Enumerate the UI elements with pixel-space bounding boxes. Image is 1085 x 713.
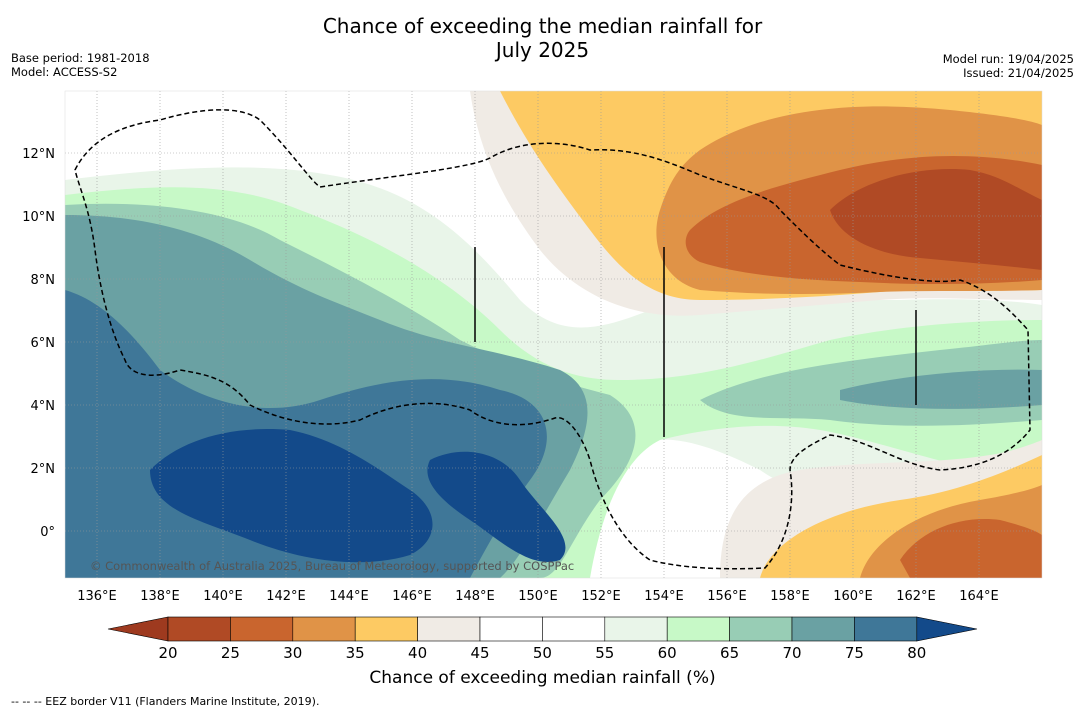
- map-title: Chance of exceeding the median rainfall …: [0, 14, 1085, 62]
- lon-label: 158°E: [770, 589, 810, 604]
- lon-label: 140°E: [203, 589, 243, 604]
- lat-label: 0°: [40, 525, 55, 540]
- colorbar-tick-label: 75: [845, 644, 864, 662]
- colorbar-tick-label: 60: [658, 644, 677, 662]
- region-75-80-east: [840, 369, 1042, 409]
- colorbar-bin: [542, 616, 606, 642]
- colorbar-tick-label: 35: [346, 644, 365, 662]
- title-line-1: Chance of exceeding the median rainfall …: [322, 14, 763, 38]
- lon-label: 164°E: [959, 589, 999, 604]
- lat-label: 12°N: [22, 147, 55, 162]
- colorbar-label: Chance of exceeding median rainfall (%): [369, 668, 716, 688]
- colorbar-tick-label: 70: [782, 644, 801, 662]
- region-80-plus-core: [150, 429, 433, 563]
- run-info: Model run: 19/04/2025 Issued: 21/04/2025: [943, 52, 1074, 80]
- colorbar-tick-label: 25: [221, 644, 240, 662]
- lon-label: 154°E: [644, 589, 684, 604]
- colorbar-ticks: 20 25 30 35 40 45 50 55 60 65 70 75 80: [158, 644, 926, 662]
- island-markers: [474, 247, 917, 437]
- gridlines: [65, 91, 1042, 578]
- longitude-labels: 136°E 138°E 140°E 142°E 144°E 146°E 148°E 150°E…: [77, 589, 999, 604]
- base-period: Base period: 1981-2018: [11, 51, 150, 65]
- colorbar-tick-label: 55: [595, 644, 614, 662]
- colorbar-bin: [354, 616, 418, 642]
- colorbar-bin: [666, 616, 730, 642]
- lon-label: 138°E: [140, 589, 180, 604]
- colorbar-tick-label: 20: [158, 644, 177, 662]
- lat-label: 8°N: [31, 273, 56, 288]
- eez-footnote: -- -- -- EEZ border V11 (Flanders Marine…: [11, 695, 320, 708]
- lon-label: 160°E: [833, 589, 873, 604]
- latitude-labels: 12°N 10°N 8°N 6°N 4°N 2°N 0°: [22, 147, 55, 540]
- lat-label: 4°N: [31, 399, 56, 414]
- map-field: [65, 91, 1042, 578]
- lon-label: 142°E: [266, 589, 306, 604]
- title-line-2: July 2025: [495, 38, 590, 62]
- colorbar-bin: [791, 616, 855, 642]
- lon-label: 156°E: [707, 589, 747, 604]
- lon-label: 136°E: [77, 589, 117, 604]
- model-run-date: Model run: 19/04/2025: [942, 52, 1074, 66]
- lon-label: 148°E: [455, 589, 495, 604]
- colorbar-tick-label: 40: [408, 644, 427, 662]
- lat-label: 6°N: [31, 336, 56, 351]
- lon-label: 162°E: [896, 589, 936, 604]
- colorbar-tick-label: 30: [283, 644, 302, 662]
- colorbar-tick-label: 65: [720, 644, 739, 662]
- colorbar-bin: [417, 616, 481, 642]
- colorbar-bin: [230, 616, 294, 642]
- colorbar-tick-label: 45: [470, 644, 489, 662]
- colorbar-bin: [167, 616, 231, 642]
- colorbar-over-arrow: [916, 616, 978, 642]
- colorbar-bin: [604, 616, 668, 642]
- lat-label: 2°N: [31, 462, 56, 477]
- lon-label: 152°E: [581, 589, 621, 604]
- colorbar-bin: [854, 616, 918, 642]
- copyright-text: © Commonwealth of Australia 2025, Bureau…: [90, 559, 574, 573]
- region-25-30-south: [900, 519, 1042, 578]
- eez-border: [74, 109, 1031, 570]
- lon-label: 150°E: [518, 589, 558, 604]
- lon-label: 144°E: [329, 589, 369, 604]
- model-name: Model: ACCESS-S2: [11, 65, 118, 79]
- colorbar-tick-label: 80: [907, 644, 926, 662]
- colorbar-tick-label: 50: [533, 644, 552, 662]
- colorbar-under-arrow: [107, 616, 169, 642]
- colorbar-bin: [729, 616, 793, 642]
- lat-label: 10°N: [22, 210, 55, 225]
- lon-label: 146°E: [392, 589, 432, 604]
- map-frame: [64, 90, 1043, 579]
- colorbar-bin: [479, 616, 543, 642]
- region-20-25: [830, 169, 1042, 270]
- model-info: Base period: 1981-2018 Model: ACCESS-S2: [11, 51, 150, 79]
- region-80-plus-small: [427, 451, 566, 562]
- colorbar: [107, 616, 978, 642]
- issued-date: Issued: 21/04/2025: [963, 66, 1074, 80]
- colorbar-bin: [292, 616, 356, 642]
